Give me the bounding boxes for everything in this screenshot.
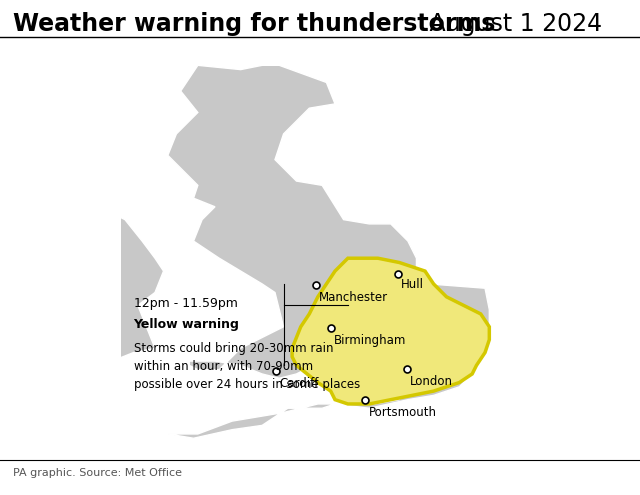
Text: 12pm - 11.59pm: 12pm - 11.59pm [134,297,237,310]
Text: London: London [410,376,452,389]
Text: Birmingham: Birmingham [334,334,406,347]
Text: Portsmouth: Portsmouth [369,406,436,419]
Polygon shape [0,211,164,370]
Polygon shape [168,65,490,438]
Text: Manchester: Manchester [319,291,388,304]
Text: August 1 2024: August 1 2024 [422,12,602,36]
Text: Weather warning for thunderstorms: Weather warning for thunderstorms [13,12,495,36]
Text: Storms could bring 20-30mm rain
within an hour, with 70-90mm
possible over 24 ho: Storms could bring 20-30mm rain within a… [134,342,360,391]
Text: Yellow warning: Yellow warning [134,318,239,331]
Text: Cardiff: Cardiff [279,377,319,390]
Text: Hull: Hull [401,278,424,291]
Text: PA graphic. Source: Met Office: PA graphic. Source: Met Office [13,468,182,478]
Polygon shape [292,258,490,404]
